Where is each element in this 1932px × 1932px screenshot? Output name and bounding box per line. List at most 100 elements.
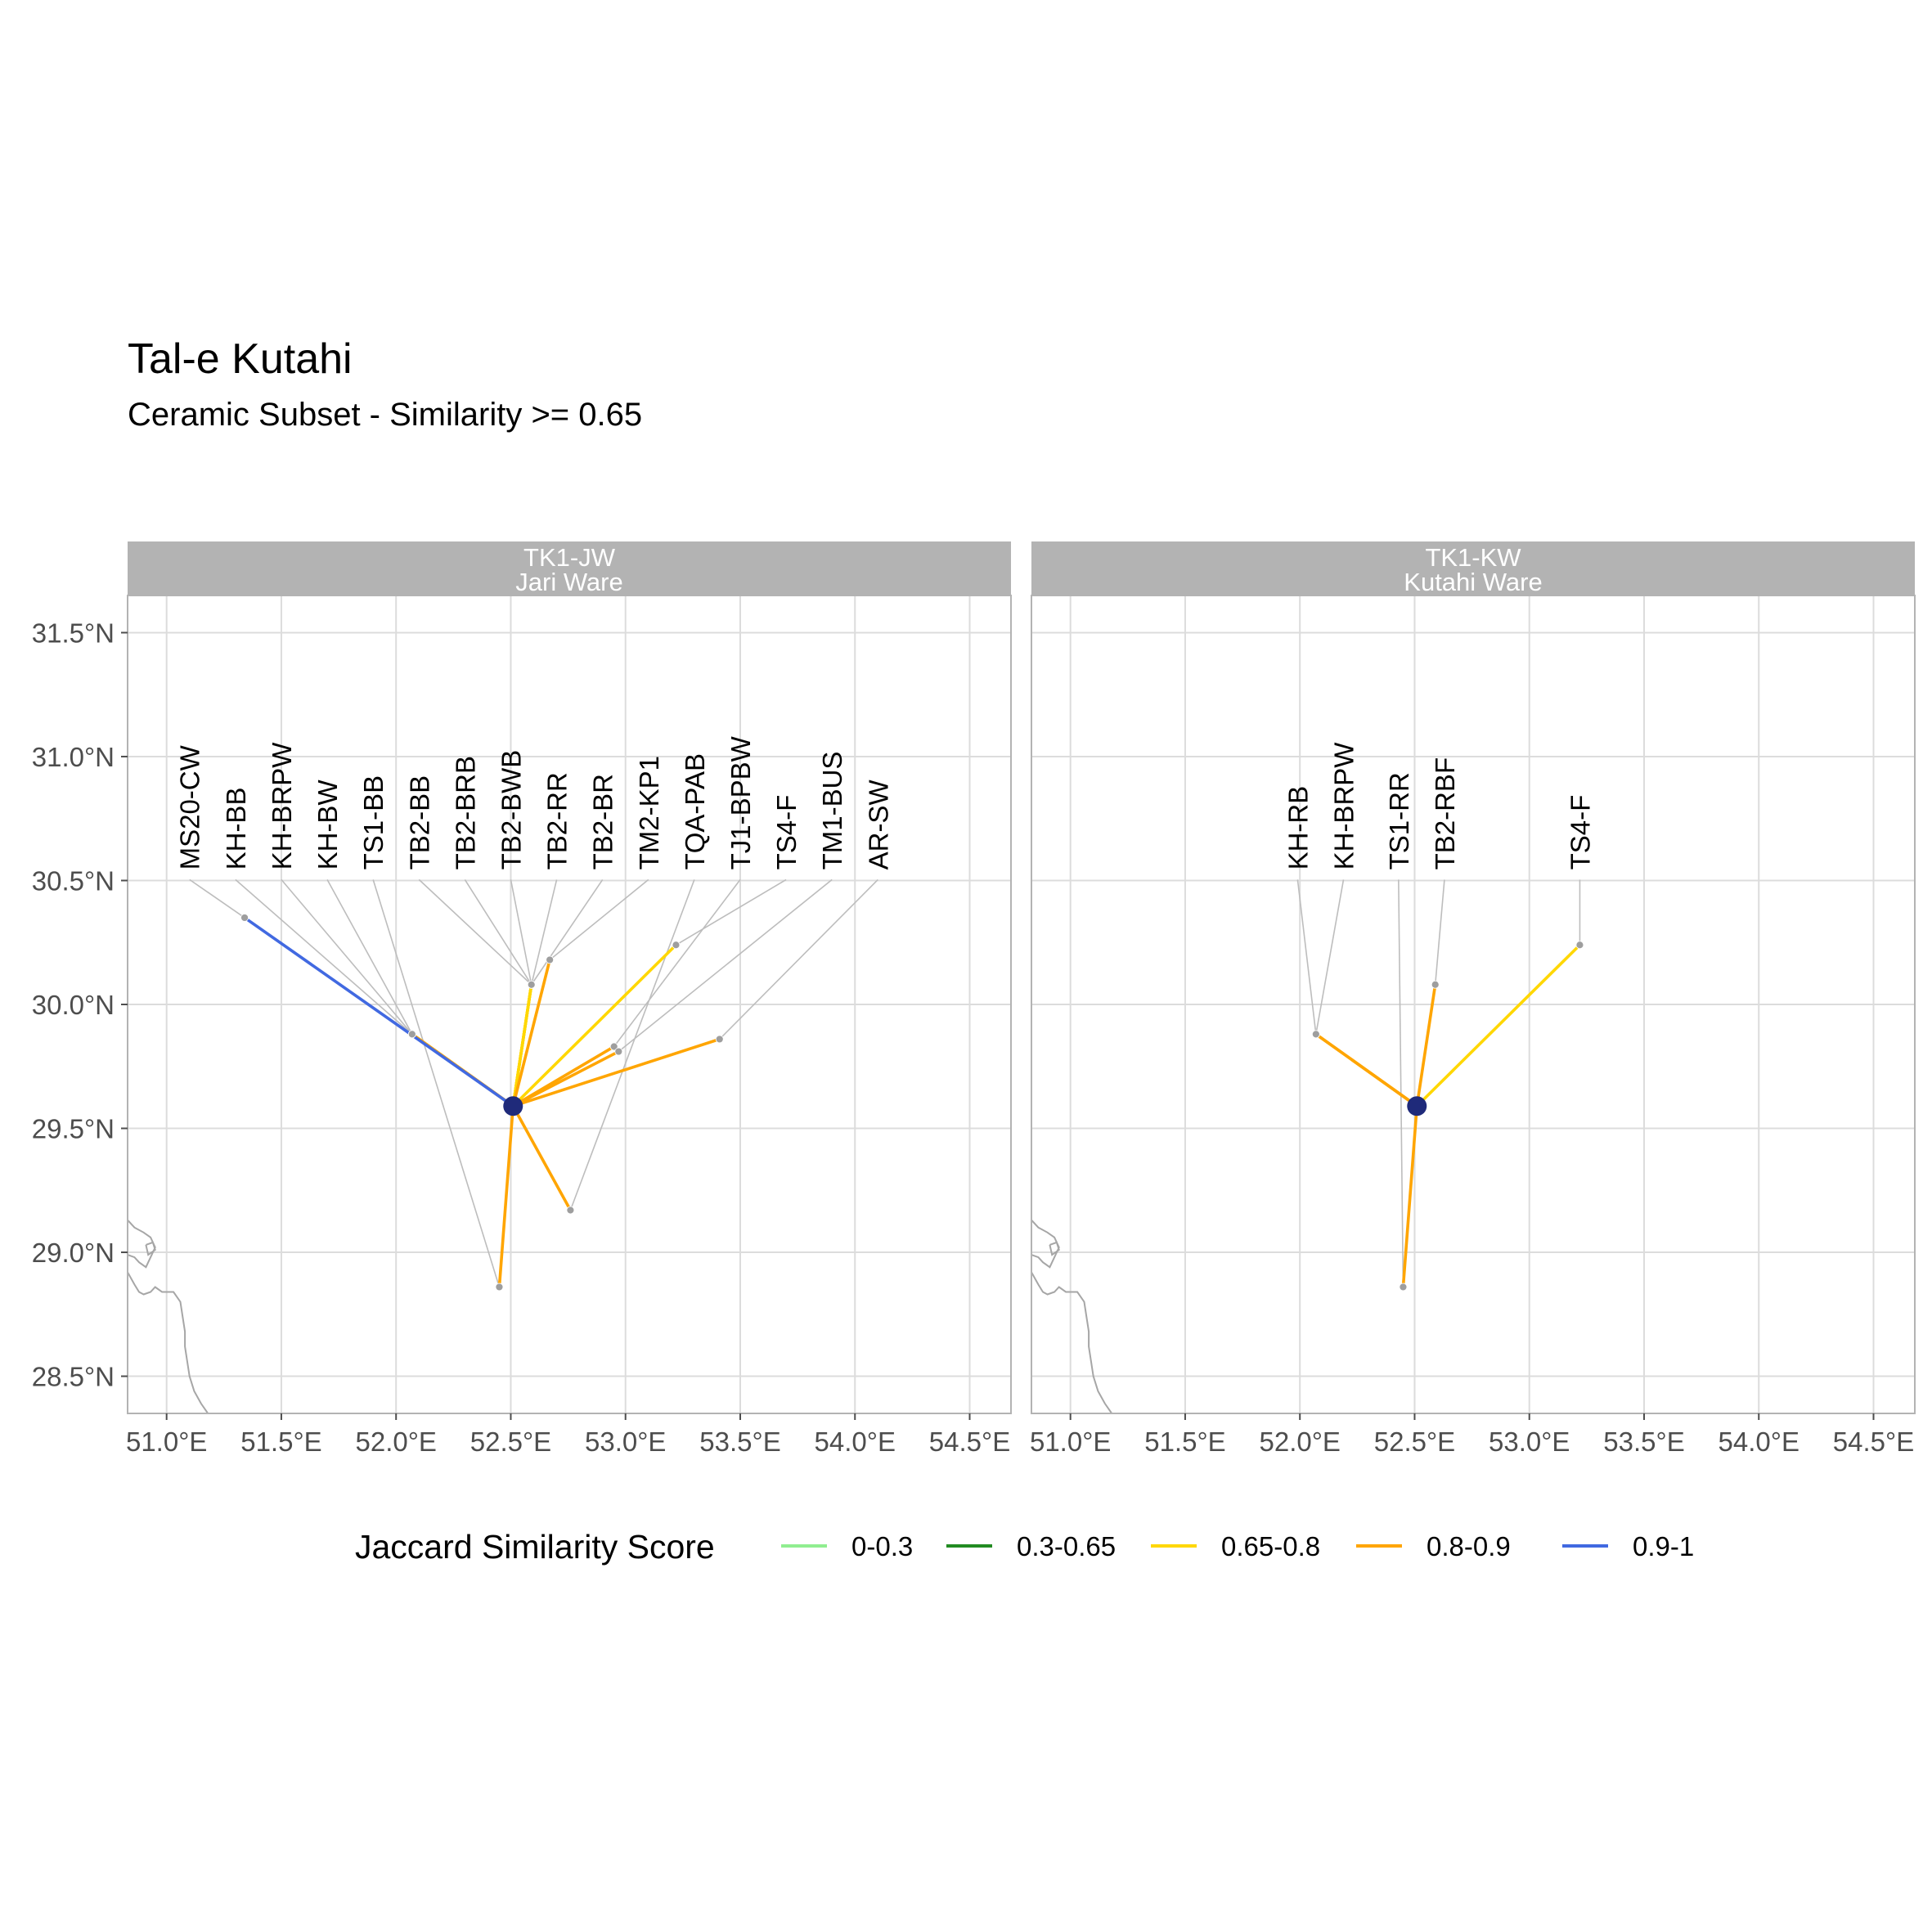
coastline [128, 1219, 209, 1413]
site-label: KH-BRPW [1329, 742, 1359, 870]
leader-line [569, 879, 695, 1211]
site-label: TM1-BUS [817, 752, 847, 870]
coastline [1031, 1219, 1113, 1413]
site-point [614, 1047, 623, 1056]
facet-strip-name: Jari Ware [515, 568, 622, 596]
plot-content [128, 878, 878, 1413]
site-point [715, 1035, 724, 1044]
x-tick-label: 53.0°E [585, 1427, 666, 1457]
site-label: TB2-BB [404, 775, 434, 870]
leader-line [1434, 879, 1445, 985]
site-point [240, 914, 249, 922]
facet-strip-code: TK1-KW [1425, 543, 1521, 572]
site-label: AR-SW [863, 780, 893, 870]
similarity-line [1415, 982, 1437, 1108]
x-tick-label: 51.5°E [240, 1427, 321, 1457]
x-tick-label: 53.5°E [1603, 1427, 1684, 1457]
leader-line [549, 878, 649, 961]
site-label: TJ1-BPBW [726, 735, 756, 869]
site-label: TS1-BB [358, 775, 389, 870]
legend-items: 0-0.3 0.3-0.65 0.65-0.8 0.8-0.9 0.9-1 [781, 1531, 1694, 1561]
similarity-line [511, 1104, 573, 1212]
x-tick-label: 52.0°E [1259, 1427, 1340, 1457]
leader-line [1296, 879, 1317, 1035]
site-label: MS20-CW [175, 744, 205, 869]
legend-title: Jaccard Similarity Score [355, 1528, 715, 1566]
site-label: TB2-BRB [450, 756, 480, 869]
site-point [546, 955, 555, 964]
site-label: TB2-RBF [1430, 757, 1460, 870]
leader-line [613, 878, 741, 1047]
gridlines [128, 595, 1011, 1413]
facet-strip-code: TK1-JW [523, 543, 616, 572]
similarity-line [1401, 1104, 1419, 1289]
site-label: TS4-F [1565, 795, 1595, 870]
y-tick-label: 31.5°N [32, 618, 115, 648]
site-point [1311, 1030, 1320, 1039]
plot-content [1031, 879, 1584, 1413]
leader-line [719, 878, 878, 1040]
site-point [1431, 980, 1440, 989]
x-tick-label: 54.5°E [929, 1427, 1010, 1457]
similarity-line [511, 958, 551, 1108]
x-tick-label: 53.5°E [699, 1427, 780, 1457]
site-label: TM2-KP1 [634, 756, 664, 869]
x-tick-label: 53.0°E [1489, 1427, 1570, 1457]
site-label: TS4-F [771, 795, 802, 870]
leader-line [530, 879, 558, 985]
facet-strip [1031, 541, 1915, 595]
x-tick-label: 51.0°E [1030, 1427, 1111, 1457]
similarity-line [511, 943, 678, 1108]
leader-line [281, 878, 413, 1035]
x-tick-label: 51.5°E [1144, 1427, 1225, 1457]
leader-line [326, 879, 413, 1035]
site-point [407, 1030, 416, 1039]
x-tick-label: 54.0°E [1719, 1427, 1799, 1457]
site-point [566, 1206, 575, 1215]
legend-item-label: 0.8-0.9 [1427, 1531, 1511, 1561]
legend: Jaccard Similarity Score 0-0.3 0.3-0.65 0.… [355, 1528, 1694, 1566]
x-tick-label: 54.5°E [1833, 1427, 1914, 1457]
site-label: TB2-BWB [496, 750, 526, 870]
legend-item-label: 0.65-0.8 [1221, 1531, 1320, 1561]
site-point [609, 1042, 618, 1051]
site-label: KH-BW [312, 780, 343, 870]
leader-line [418, 878, 532, 986]
chart-title: Tal-e Kutahi [128, 335, 353, 383]
panel-border [1031, 595, 1916, 1414]
legend-item-label: 0.9-1 [1633, 1531, 1694, 1561]
y-tick-label: 29.0°N [32, 1238, 115, 1268]
leader-line [531, 878, 604, 986]
x-tick-label: 52.5°E [470, 1427, 551, 1457]
leader-line [1398, 879, 1404, 1287]
site-label: KH-BRPW [267, 742, 297, 870]
leader-line [235, 878, 413, 1035]
facet-strip-name: Kutahi Ware [1404, 568, 1542, 596]
x-tick-label: 52.0°E [355, 1427, 436, 1457]
similarity-line [511, 1037, 721, 1108]
center-site-point [1407, 1096, 1427, 1117]
leader-line [372, 879, 501, 1287]
similarity-line [1415, 943, 1582, 1108]
leader-line [510, 879, 532, 985]
similarity-line [497, 1104, 515, 1289]
site-label: TS1-RR [1384, 772, 1414, 869]
legend-item-label: 0.3-0.65 [1017, 1531, 1116, 1561]
leader-line [464, 878, 532, 986]
site-label: TB2-RR [542, 772, 573, 869]
site-point [672, 941, 681, 950]
facet-strip [128, 541, 1011, 595]
site-label: TQA-PAB [680, 753, 710, 869]
site-label: KH-RB [1283, 786, 1313, 870]
y-tick-label: 31.0°N [32, 742, 115, 772]
leader-line [618, 878, 833, 1053]
center-site-point [503, 1096, 523, 1117]
x-tick-label: 54.0°E [815, 1427, 896, 1457]
site-point [495, 1283, 504, 1292]
similarity-line [1314, 1032, 1419, 1108]
site-point [1399, 1283, 1408, 1292]
